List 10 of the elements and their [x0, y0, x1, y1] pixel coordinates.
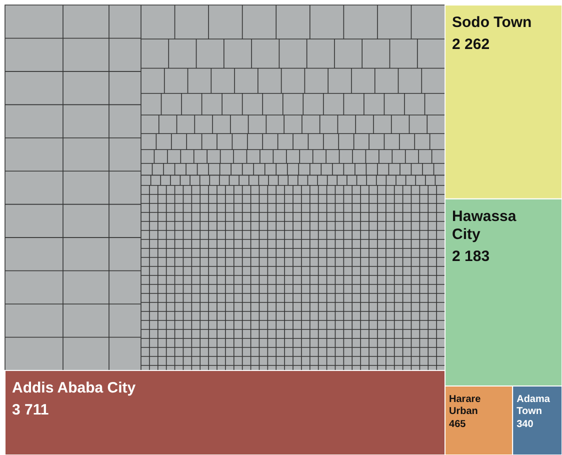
data-label: 3 711: [12, 401, 49, 418]
category-label: Addis Ababa City: [12, 379, 136, 396]
category-label: Adama Town: [516, 394, 550, 417]
data-label: 340: [516, 419, 534, 430]
data-label: 2 262: [452, 36, 490, 53]
category-label: Harare Urban: [449, 394, 482, 417]
data-label: 465: [449, 419, 466, 430]
category-label: Sodo Town: [452, 14, 532, 31]
category-label: Hawassa City: [452, 208, 517, 243]
data-label: 2 183: [452, 248, 490, 265]
